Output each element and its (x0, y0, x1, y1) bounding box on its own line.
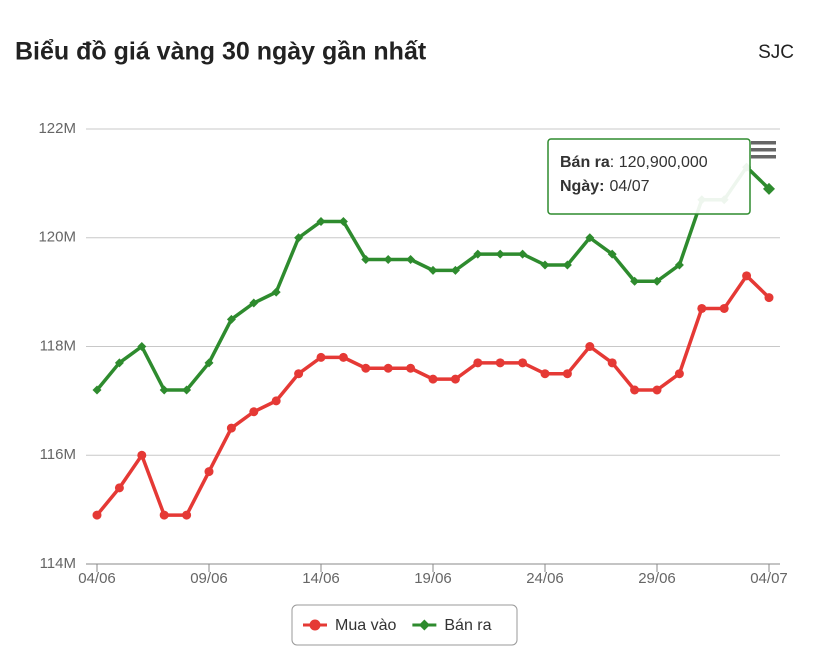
menu-bar (751, 141, 776, 145)
menu-bar (751, 148, 776, 152)
series-line (95, 274, 771, 517)
point (271, 287, 281, 297)
x-tick-label: 04/07 (750, 570, 788, 587)
point (540, 260, 550, 270)
point (92, 510, 102, 520)
point (294, 369, 304, 379)
tooltip-value: : 120,900,000 (610, 154, 708, 171)
point (428, 265, 438, 275)
x-tick-label: 09/06 (190, 570, 228, 587)
legend-marker (418, 619, 430, 631)
tooltip-box (547, 138, 751, 215)
point (742, 271, 752, 281)
point (630, 276, 640, 286)
menu-button[interactable] (751, 141, 776, 159)
point (338, 352, 348, 362)
point (450, 265, 460, 275)
point (182, 510, 192, 520)
point (137, 450, 147, 460)
legend-box (291, 604, 518, 646)
point (249, 407, 259, 417)
legend-label: Mua vào (335, 617, 396, 634)
point (518, 358, 528, 368)
point (428, 374, 438, 384)
point (159, 385, 169, 395)
point (383, 255, 393, 264)
y-tick-label: 118M (40, 337, 76, 354)
y-tick-label: 120M (38, 229, 76, 246)
point (450, 374, 460, 384)
tooltip-date: 04/07 (609, 178, 649, 195)
point (518, 249, 528, 259)
point (114, 483, 124, 493)
point (585, 342, 595, 351)
point (473, 249, 483, 259)
point (764, 293, 774, 303)
legend-label: Bán ra (444, 617, 491, 634)
chart-subtitle: SJC (758, 42, 794, 63)
point (607, 249, 617, 259)
point (338, 216, 348, 226)
legend-item[interactable]: Mua vào (303, 617, 396, 634)
point (540, 369, 550, 379)
y-tick-label: 116M (40, 446, 76, 463)
point (316, 352, 326, 362)
point (204, 358, 214, 368)
point (137, 342, 147, 351)
point (114, 358, 124, 368)
y-tick-label: 122M (38, 120, 76, 137)
point (607, 358, 617, 368)
tooltip: Bán ra: 120,900,000 Ngày: 04/07 (547, 138, 751, 215)
point (204, 467, 214, 477)
point (674, 260, 684, 270)
x-tick-label: 04/06 (78, 570, 116, 587)
tooltip-line: Ngày: 04/07 (560, 178, 650, 195)
x-tick-label: 24/06 (526, 570, 564, 587)
tooltip-line: Bán ra: 120,900,000 (560, 154, 708, 171)
point (652, 276, 662, 286)
point (763, 182, 775, 195)
point (271, 396, 281, 406)
point (562, 260, 572, 270)
y-tick-label: 114M (40, 555, 76, 572)
point (630, 385, 640, 395)
point (159, 510, 169, 520)
point (652, 385, 662, 395)
point (406, 363, 416, 373)
tooltip-date-label: Ngày: (560, 178, 604, 195)
point (585, 233, 595, 243)
point (226, 423, 236, 433)
point (697, 303, 707, 313)
point (674, 369, 684, 379)
legend-marker (309, 619, 321, 631)
point (182, 385, 192, 395)
point (92, 385, 102, 395)
point (226, 314, 236, 324)
point (361, 363, 371, 373)
tooltip-name: Bán ra (560, 154, 610, 171)
point (495, 358, 505, 368)
point (361, 255, 371, 264)
point (294, 233, 304, 243)
x-tick-label: 19/06 (414, 570, 452, 587)
point (316, 216, 326, 226)
point (473, 358, 483, 368)
x-tick-label: 14/06 (302, 570, 340, 587)
point (719, 303, 729, 313)
chart-title: Biểu đồ giá vàng 30 ngày gần nhất (15, 38, 427, 66)
legend-item[interactable]: Bán ra (412, 617, 492, 634)
menu-bar (751, 155, 776, 159)
point (495, 249, 505, 259)
point (562, 369, 572, 379)
x-tick-label: 29/06 (638, 570, 676, 587)
point (249, 298, 259, 308)
point (383, 363, 393, 373)
point (406, 255, 416, 264)
